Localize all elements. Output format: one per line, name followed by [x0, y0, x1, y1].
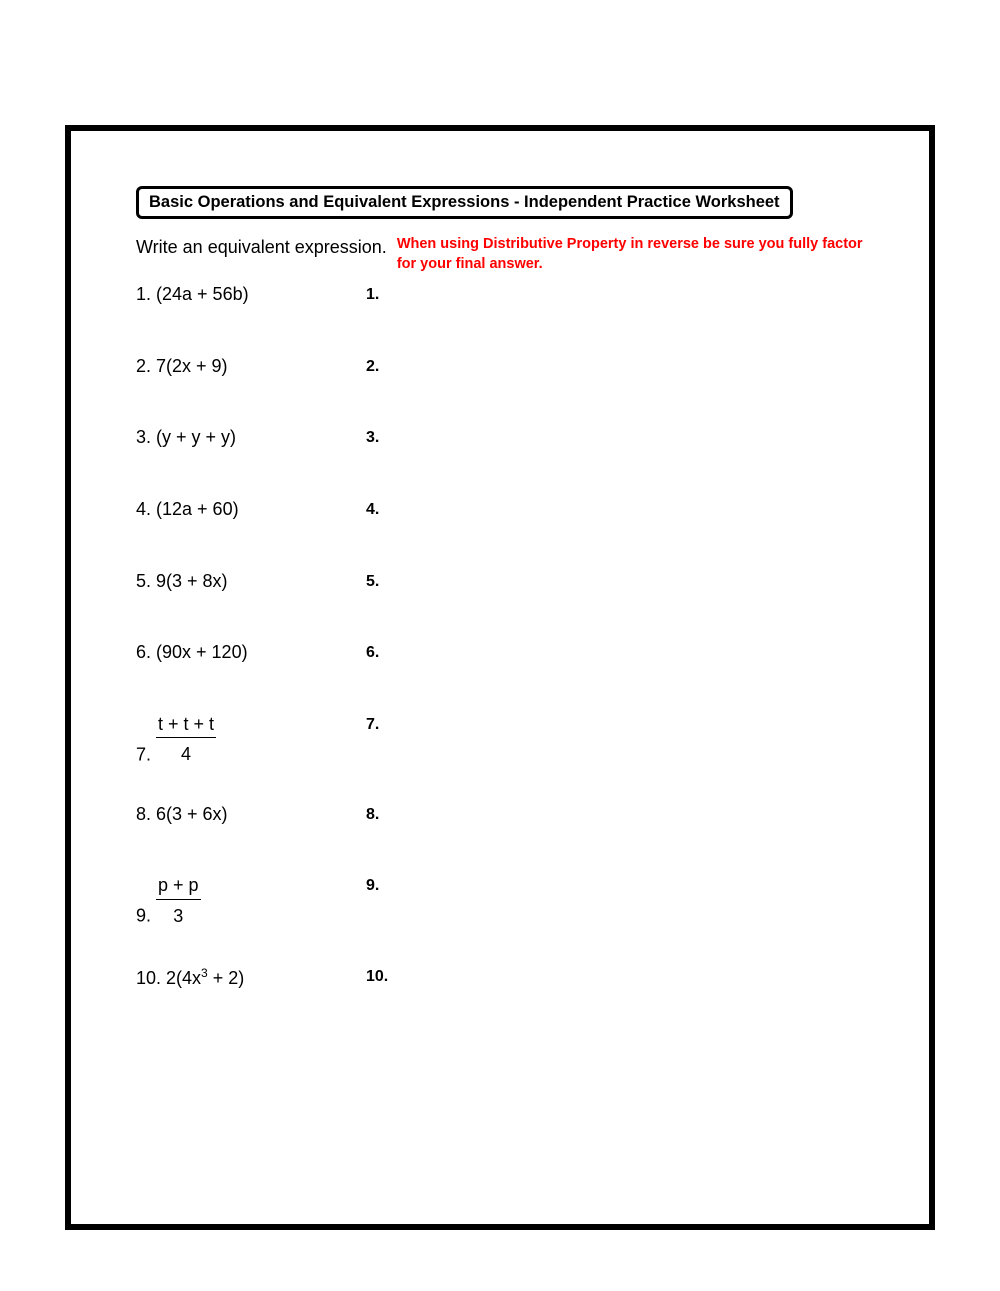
instructions-row: Write an equivalent expression. When usi… [136, 235, 869, 274]
problem-9-text: 9. p + p3 [136, 875, 366, 927]
problem-9-denominator: 3 [156, 900, 201, 928]
problems-list: 1. (24a + 56b) 1. 2. 7(2x + 9) 2. 3. (y … [136, 284, 869, 989]
problem-9-prefix: 9. [136, 906, 156, 926]
problem-7-denominator: 4 [156, 738, 216, 766]
worksheet-frame: Basic Operations and Equivalent Expressi… [65, 125, 935, 1230]
problem-10-prefix: 10. 2(4x [136, 968, 201, 988]
problem-9-numerator: p + p [156, 875, 201, 900]
problem-3-text: 3. (y + y + y) [136, 427, 366, 449]
problem-10-suffix: + 2) [208, 968, 245, 988]
answer-3-label: 3. [366, 427, 379, 447]
answer-9-label: 9. [366, 875, 379, 895]
answer-4-label: 4. [366, 499, 379, 519]
problem-3: 3. (y + y + y) 3. [136, 427, 869, 449]
problem-2-text: 2. 7(2x + 9) [136, 356, 366, 378]
title-box: Basic Operations and Equivalent Expressi… [136, 186, 793, 219]
problem-7-text: 7. t + t + t4 [136, 714, 366, 766]
problem-10: 10. 2(4x3 + 2) 10. [136, 966, 869, 990]
problem-7-prefix: 7. [136, 744, 156, 764]
reverse-distributive-note: When using Distributive Property in reve… [387, 235, 869, 274]
answer-10-label: 10. [366, 966, 388, 986]
problem-10-exponent: 3 [201, 966, 208, 980]
problem-1: 1. (24a + 56b) 1. [136, 284, 869, 306]
instructions-text: Write an equivalent expression. [136, 235, 387, 258]
problem-5-text: 5. 9(3 + 8x) [136, 571, 366, 593]
problem-7: 7. t + t + t4 7. [136, 714, 869, 766]
problem-7-fraction: t + t + t4 [156, 714, 216, 766]
problem-7-numerator: t + t + t [156, 714, 216, 739]
problem-4-text: 4. (12a + 60) [136, 499, 366, 521]
problem-6: 6. (90x + 120) 6. [136, 642, 869, 664]
problem-8-text: 8. 6(3 + 6x) [136, 804, 366, 826]
problem-8: 8. 6(3 + 6x) 8. [136, 804, 869, 826]
answer-6-label: 6. [366, 642, 379, 662]
answer-8-label: 8. [366, 804, 379, 824]
answer-5-label: 5. [366, 571, 379, 591]
problem-9-fraction: p + p3 [156, 875, 201, 927]
problem-9: 9. p + p3 9. [136, 875, 869, 927]
problem-6-text: 6. (90x + 120) [136, 642, 366, 664]
worksheet-title: Basic Operations and Equivalent Expressi… [149, 193, 780, 211]
answer-2-label: 2. [366, 356, 379, 376]
answer-1-label: 1. [366, 284, 379, 304]
problem-5: 5. 9(3 + 8x) 5. [136, 571, 869, 593]
problem-4: 4. (12a + 60) 4. [136, 499, 869, 521]
answer-7-label: 7. [366, 714, 379, 734]
problem-2: 2. 7(2x + 9) 2. [136, 356, 869, 378]
problem-1-text: 1. (24a + 56b) [136, 284, 366, 306]
problem-10-text: 10. 2(4x3 + 2) [136, 966, 366, 990]
worksheet-content: Basic Operations and Equivalent Expressi… [71, 131, 929, 989]
